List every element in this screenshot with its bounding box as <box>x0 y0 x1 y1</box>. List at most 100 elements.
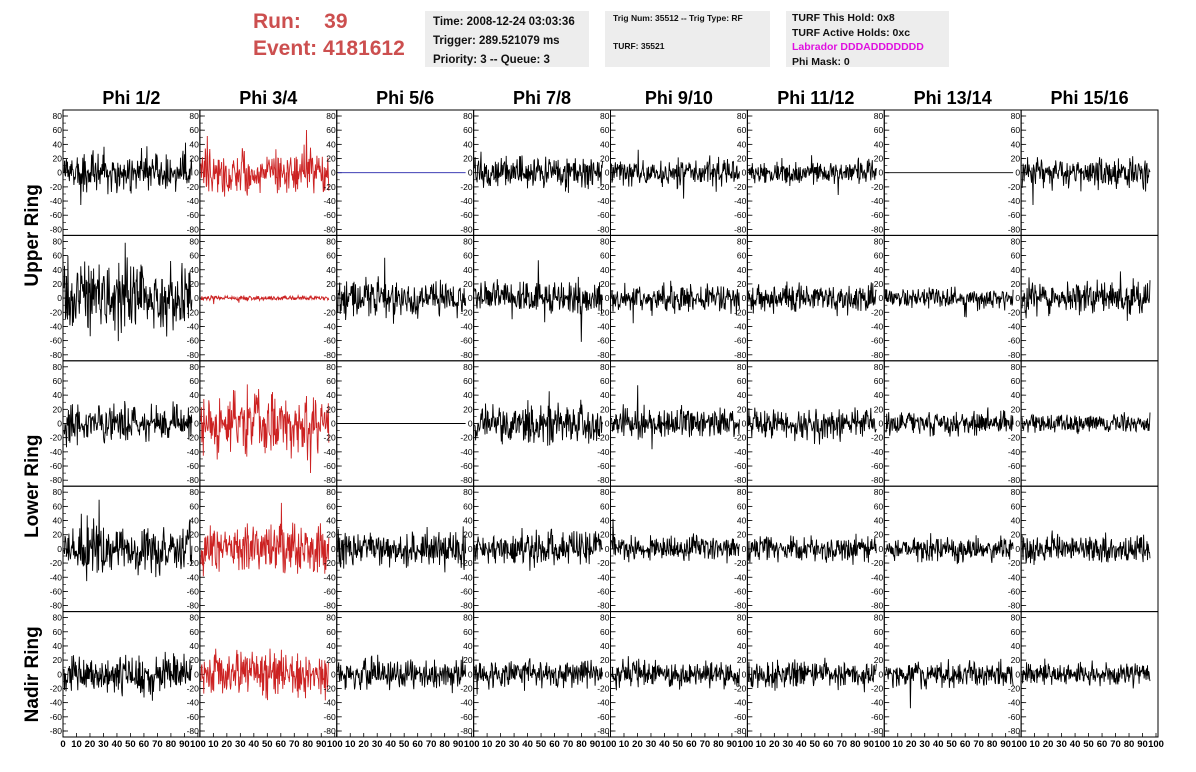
y-tick-label: 40 <box>463 641 473 651</box>
y-tick-label: -80 <box>597 601 610 611</box>
y-tick-label: -80 <box>187 224 200 234</box>
y-tick-label: 80 <box>53 613 63 623</box>
x-tick-label: 80 <box>576 739 587 750</box>
y-tick-label: 20 <box>737 655 747 665</box>
y-tick-label: -60 <box>50 210 63 220</box>
y-tick-label: 0 <box>605 419 610 429</box>
y-tick-label: -80 <box>1008 726 1021 736</box>
y-tick-label: 0 <box>1015 669 1020 679</box>
y-tick-label: 80 <box>600 111 610 121</box>
y-tick-label: 80 <box>874 487 884 497</box>
y-tick-label: 60 <box>600 627 610 637</box>
x-tick-label: 30 <box>646 739 657 750</box>
run-event-header: Run: 39 Event: 4181612 <box>253 8 405 62</box>
waveform-trace <box>1021 530 1151 566</box>
waveform-trace <box>884 286 1014 318</box>
y-tick-label: -20 <box>460 307 473 317</box>
x-tick-label: 50 <box>1083 739 1094 750</box>
y-tick-label: -60 <box>460 586 473 596</box>
x-tick-label: 30 <box>235 739 246 750</box>
y-tick-label: -40 <box>187 196 200 206</box>
waveform-trace <box>611 656 740 691</box>
y-tick-label: 40 <box>737 641 747 651</box>
y-tick-label: 60 <box>463 376 473 386</box>
y-tick-label: -20 <box>187 433 200 443</box>
x-tick-label: 20 <box>769 739 780 750</box>
time-info-box: Time: 2008-12-24 03:03:36 Trigger: 289.5… <box>425 11 589 67</box>
y-tick-label: 20 <box>53 154 63 164</box>
x-tick-label: 80 <box>302 739 313 750</box>
phi-mask-text: Phi Mask: 0 <box>792 55 850 68</box>
x-tick-label: 100 <box>1148 739 1164 750</box>
x-tick-label: 80 <box>439 739 450 750</box>
x-tick-label: 40 <box>385 739 396 750</box>
y-tick-label: -60 <box>187 336 200 346</box>
y-tick-label: -60 <box>597 336 610 346</box>
y-tick-label: 80 <box>463 613 473 623</box>
turf-text: TURF: 35521 <box>613 41 665 51</box>
y-tick-label: 0 <box>468 544 473 554</box>
y-tick-label: -80 <box>1008 601 1021 611</box>
x-tick-label: 100 <box>327 739 343 750</box>
y-tick-label: 20 <box>326 154 336 164</box>
y-tick-label: 0 <box>194 168 199 178</box>
y-tick-label: -20 <box>1008 683 1021 693</box>
x-tick-label: 40 <box>522 739 533 750</box>
y-tick-label: 40 <box>600 265 610 275</box>
column-header: Phi 1/2 <box>102 88 160 108</box>
row-label: Lower Ring <box>22 434 43 537</box>
y-tick-label: 60 <box>874 376 884 386</box>
y-tick-label: 40 <box>53 139 63 149</box>
y-tick-label: -60 <box>460 712 473 722</box>
y-tick-label: 80 <box>463 111 473 121</box>
y-tick-label: -40 <box>323 698 336 708</box>
y-tick-label: -80 <box>597 224 610 234</box>
y-tick-label: -80 <box>50 601 63 611</box>
y-tick-label: -40 <box>460 698 473 708</box>
y-tick-label: 80 <box>189 487 199 497</box>
y-tick-label: 0 <box>57 419 62 429</box>
y-tick-label: -80 <box>1008 224 1021 234</box>
event-label: Event: <box>253 37 318 60</box>
y-tick-label: 80 <box>53 487 63 497</box>
y-tick-label: 80 <box>1011 111 1021 121</box>
x-tick-label: 40 <box>796 739 807 750</box>
y-tick-label: 80 <box>189 362 199 372</box>
y-tick-label: 20 <box>737 530 747 540</box>
y-tick-label: 40 <box>189 390 199 400</box>
y-tick-label: 60 <box>600 251 610 261</box>
y-tick-label: -80 <box>734 726 747 736</box>
y-tick-label: 40 <box>874 516 884 526</box>
y-tick-label: -60 <box>1008 712 1021 722</box>
x-tick-label: 20 <box>85 739 96 750</box>
y-tick-label: 60 <box>874 627 884 637</box>
y-tick-label: 60 <box>1011 376 1021 386</box>
turf-active-holds-text: TURF Active Holds: 0xc <box>792 26 911 39</box>
waveform-trace <box>200 384 330 474</box>
x-tick-label: 90 <box>179 739 190 750</box>
waveform-trace <box>63 242 193 342</box>
waveform-trace <box>1021 271 1151 321</box>
y-tick-label: 20 <box>737 404 747 414</box>
y-tick-label: -60 <box>871 210 884 220</box>
y-tick-label: -20 <box>323 307 336 317</box>
y-tick-label: -80 <box>187 475 200 485</box>
y-tick-label: -60 <box>597 210 610 220</box>
y-tick-label: -60 <box>597 461 610 471</box>
y-tick-label: -20 <box>871 683 884 693</box>
y-tick-label: 20 <box>463 404 473 414</box>
y-tick-label: -60 <box>187 210 200 220</box>
y-tick-label: -80 <box>597 726 610 736</box>
y-tick-label: 60 <box>874 125 884 135</box>
run-label: Run: <box>253 10 301 33</box>
x-tick-label: 50 <box>946 739 957 750</box>
y-tick-label: -20 <box>187 182 200 192</box>
y-tick-label: -80 <box>460 350 473 360</box>
y-tick-label: 60 <box>737 251 747 261</box>
y-tick-label: 80 <box>737 111 747 121</box>
x-tick-label: 80 <box>850 739 861 750</box>
y-tick-label: 0 <box>331 419 336 429</box>
y-tick-label: 80 <box>326 362 336 372</box>
x-tick-label: 50 <box>673 739 684 750</box>
y-tick-label: 80 <box>600 236 610 246</box>
